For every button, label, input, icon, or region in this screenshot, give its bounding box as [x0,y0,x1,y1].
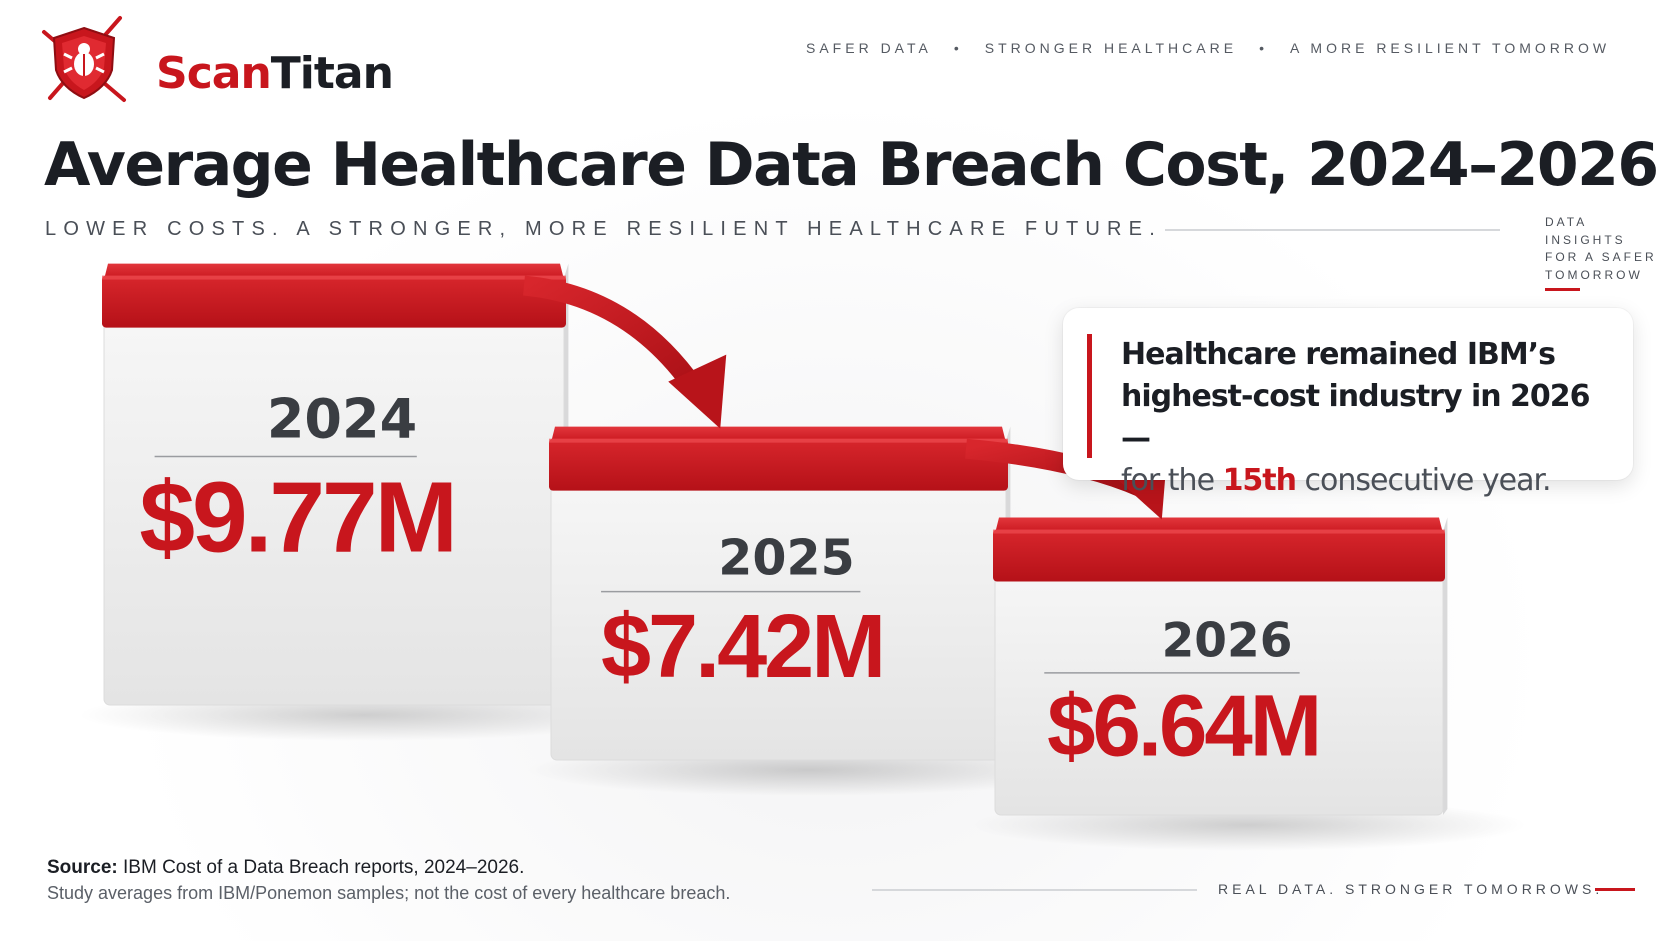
footer-tagline: REAL DATA. STRONGER TOMORROWS. [1218,881,1604,897]
source-line: Source: IBM Cost of a Data Breach report… [47,857,524,879]
bar-lid-highlight [102,275,566,280]
value-label: $9.77M [139,462,455,574]
brand-wordmark: ScanTitan [156,48,394,99]
footer-accent [1595,888,1635,891]
source-label: Source: [47,857,118,878]
year-label: 2024 [267,388,417,451]
callout-rest-after: consecutive year. [1296,463,1552,498]
callout-highlight: 15th [1222,463,1297,498]
callout-line: Healthcare remained IBM’s [1121,337,1556,372]
bar-lid-highlight [549,438,1008,443]
chart-subtitle: LOWER COSTS. A STRONGER, MORE RESILIENT … [45,218,1162,240]
subtitle-divider [1165,229,1500,231]
side-note-line: FOR A SAFER [1545,250,1657,264]
brand-logo: ScanTitan [36,14,396,106]
bar-lid-highlight [993,529,1445,534]
trend-arrow-shaft [523,275,709,403]
value-label: $6.64M [1047,678,1319,775]
tagline-item: A MORE RESILIENT TOMORROW [1289,40,1611,56]
callout-rest-before: for the [1121,463,1223,498]
tagline-item: SAFER DATA [806,40,932,56]
callout-line: highest-cost industry in 2026 — [1121,379,1591,456]
source-text: IBM Cost of a Data Breach reports, 2024–… [117,857,525,878]
callout-text: Healthcare remained IBM’s highest-cost i… [1121,334,1621,502]
callout-line: for the 15th consecutive year. [1121,463,1552,498]
bar-block-2024: 2024 $9.77M [102,263,569,706]
trend-arrow-head [668,354,727,429]
year-label: 2025 [718,529,854,586]
methodology-note: Study averages from IBM/Ponemon samples;… [47,883,731,903]
side-note: DATA INSIGHTS FOR A SAFER TOMORROW [1545,214,1665,284]
header-tagline: SAFER DATA • STRONGER HEALTHCARE • A MOR… [806,40,1606,56]
bar-block-2026: 2026 $6.64M [993,517,1448,816]
tagline-separator: • [1259,40,1268,56]
side-note-accent [1545,288,1580,291]
callout-accent [1087,334,1092,458]
side-note-line: TOMORROW [1545,267,1643,282]
bar-block-2025: 2025 $7.42M [549,426,1011,761]
value-label: $7.42M [601,597,883,697]
bar-lid [549,438,1008,491]
tagline-separator: • [953,40,963,56]
year-label: 2026 [1162,613,1293,668]
footer-divider [872,889,1197,891]
tagline-item: STRONGER HEALTHCARE [984,40,1238,56]
side-note-line: DATA [1545,215,1588,229]
insight-callout: Healthcare remained IBM’s highest-cost i… [1063,308,1633,498]
chart-title: Average Healthcare Data Breach Cost, 202… [44,130,1659,200]
side-note-line: INSIGHTS [1545,232,1626,247]
bar-lid [993,529,1445,582]
bar-lid [102,275,566,328]
bar-side [1443,517,1448,815]
shield-bug-icon [42,16,126,102]
